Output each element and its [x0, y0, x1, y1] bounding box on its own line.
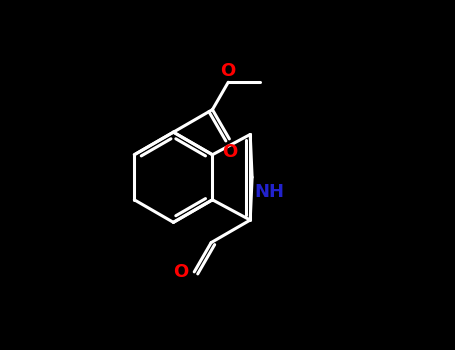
Text: NH: NH	[254, 183, 284, 201]
Text: O: O	[221, 62, 236, 80]
Text: O: O	[173, 263, 189, 281]
Text: O: O	[222, 144, 237, 161]
